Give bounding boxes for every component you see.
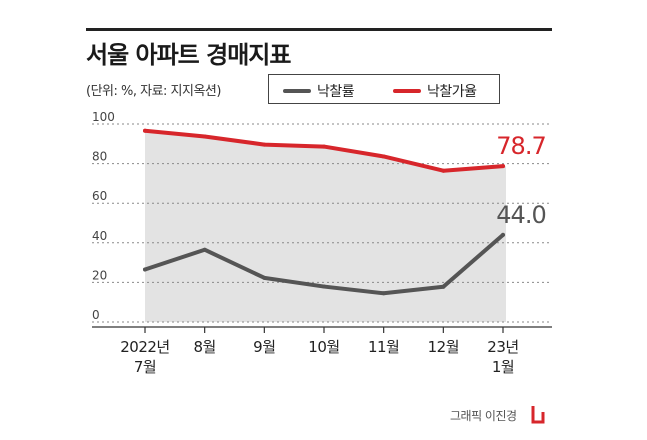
data-point <box>381 291 386 296</box>
title-rule <box>86 28 552 31</box>
y-tick-label: 20 <box>92 268 107 282</box>
x-tick-label: 9월 <box>253 338 275 356</box>
data-point <box>262 275 267 280</box>
legend: 낙찰률 낙찰가율 <box>268 74 500 104</box>
x-tick-label: 1월 <box>492 358 514 376</box>
y-tick-label: 0 <box>92 308 100 322</box>
y-tick-label: 80 <box>92 150 107 164</box>
data-point <box>143 267 147 272</box>
area-fill <box>145 130 506 322</box>
data-point <box>143 128 147 133</box>
data-point <box>322 284 326 289</box>
x-tick-label: 23년 <box>487 338 518 356</box>
data-point <box>381 154 386 159</box>
data-point <box>441 168 446 173</box>
end-value-label: 44.0 <box>496 201 545 229</box>
data-point <box>202 134 207 139</box>
x-tick-label: 10월 <box>308 338 339 356</box>
data-point <box>501 232 505 237</box>
end-value-label: 78.7 <box>496 132 545 160</box>
legend-label-rate: 낙찰률 <box>317 84 355 100</box>
data-point <box>322 144 326 149</box>
x-tick-label: 12월 <box>428 338 459 356</box>
chart-title: 서울 아파트 경매지표 <box>86 41 291 69</box>
data-point <box>501 164 505 169</box>
y-tick-label: 60 <box>92 189 107 203</box>
graphic-credit: 그래픽 이진경 <box>450 409 517 423</box>
unit-note: (단위: %, 자료: 지지옥션) <box>86 84 221 99</box>
legend-label-price-ratio: 낙찰가율 <box>427 84 477 100</box>
y-tick-label: 100 <box>92 110 115 124</box>
x-tick-label: 11월 <box>368 338 399 356</box>
legend-swatch-rate <box>283 89 311 93</box>
x-tick-label: 7월 <box>134 358 156 376</box>
y-tick-label: 40 <box>92 229 107 243</box>
data-point <box>441 284 446 289</box>
x-tick-label: 8월 <box>193 338 215 356</box>
publisher-logo-icon <box>531 406 545 424</box>
legend-swatch-price-ratio <box>393 89 421 93</box>
x-tick-label: 2022년 <box>120 338 169 356</box>
data-point <box>202 247 207 252</box>
data-point <box>262 142 267 147</box>
